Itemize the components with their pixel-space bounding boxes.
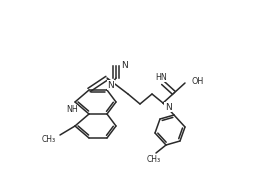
Text: N: N bbox=[165, 103, 171, 111]
Text: N: N bbox=[108, 80, 114, 90]
Text: CH₃: CH₃ bbox=[147, 155, 161, 164]
Text: N: N bbox=[121, 61, 128, 69]
Text: HN: HN bbox=[155, 72, 167, 82]
Text: OH: OH bbox=[191, 77, 203, 85]
Text: NH: NH bbox=[66, 106, 78, 114]
Text: CH₃: CH₃ bbox=[42, 135, 56, 145]
